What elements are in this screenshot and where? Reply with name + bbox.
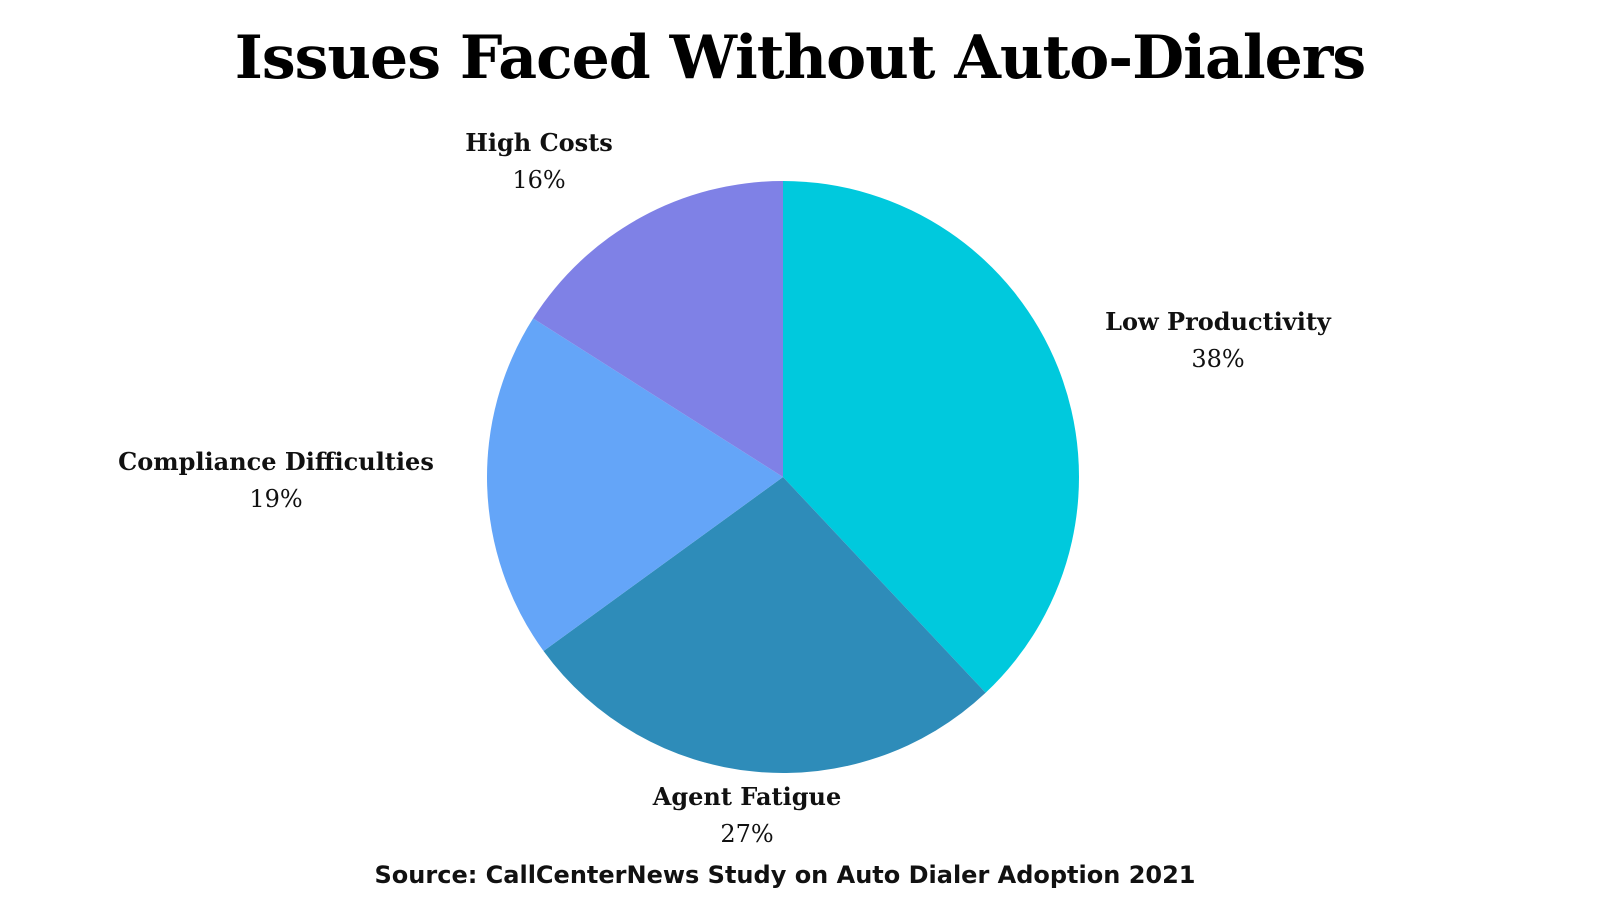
pie-slice-compliance-difficulties — [487, 318, 783, 651]
pie-slice-agent-fatigue — [543, 477, 986, 773]
pie-labels: Low Productivity 38% Agent Fatigue 27% Compl… — [118, 128, 1332, 848]
slice-label-low-productivity: Low Productivity — [1105, 307, 1332, 336]
slice-value-agent-fatigue: 27% — [720, 820, 773, 848]
slice-value-low-productivity: 38% — [1191, 345, 1244, 373]
slice-label-agent-fatigue: Agent Fatigue — [652, 782, 842, 811]
pie-slice-low-productivity — [783, 181, 1079, 693]
pie-slices — [487, 181, 1079, 773]
slice-value-compliance-difficulties: 19% — [249, 485, 302, 513]
slice-value-high-costs: 16% — [512, 166, 565, 194]
pie-slice-high-costs — [533, 181, 783, 477]
chart-title: Issues Faced Without Auto-Dialers — [234, 23, 1366, 93]
slice-label-high-costs: High Costs — [465, 128, 613, 157]
slice-label-compliance-difficulties: Compliance Difficulties — [118, 447, 434, 476]
source-note: Source: CallCenterNews Study on Auto Dia… — [374, 861, 1196, 889]
